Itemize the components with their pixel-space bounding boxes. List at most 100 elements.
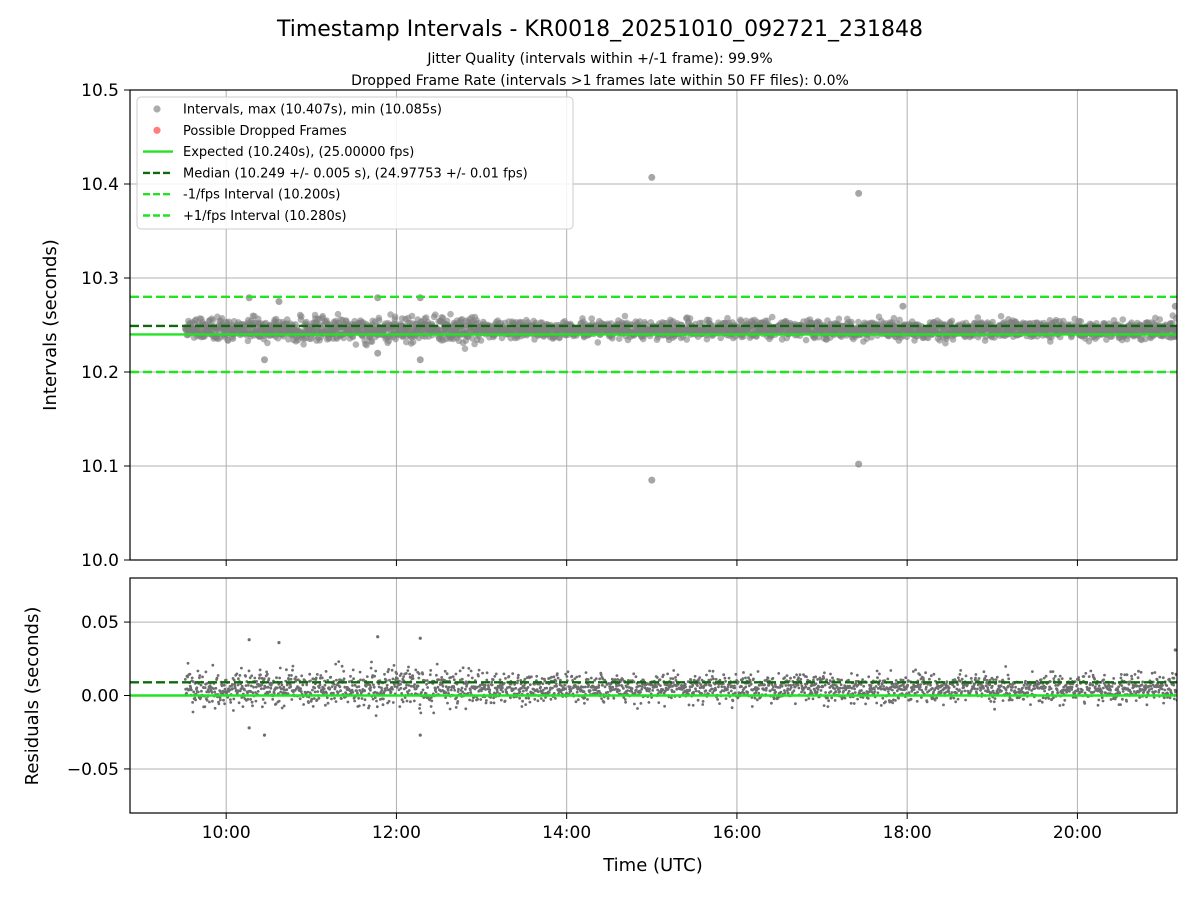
residual-point [780,684,784,688]
residual-point [672,669,676,672]
residual-point [330,697,333,701]
residual-point [574,700,578,704]
residual-point [326,701,330,705]
residual-point [469,691,473,694]
residual-point [853,687,856,691]
interval-outlier-point [899,302,907,310]
residual-point [742,671,745,674]
residual-point [929,683,932,687]
residual-point [187,688,191,692]
interval-point [949,336,957,343]
residual-point [275,686,279,690]
residual-point [638,684,642,688]
residual-point [213,706,217,710]
residual-point [405,699,409,703]
residual-point [399,672,403,676]
interval-point [352,341,360,348]
residual-point [717,685,720,689]
residual-point [954,700,958,704]
residual-point [238,689,242,693]
residual-point [911,670,915,673]
residual-point [606,697,610,700]
residual-point [891,682,895,686]
residual-point [757,691,761,695]
residual-point [833,687,837,691]
residual-point [1063,698,1067,702]
residual-point [536,690,540,694]
residual-point [929,674,933,678]
residual-point [986,686,990,689]
residual-point [374,714,378,717]
residual-point [853,691,857,694]
residual-point [1024,679,1027,683]
residual-point [657,701,661,704]
residual-point [406,669,410,672]
residual-point [380,689,384,692]
residual-point [956,683,959,686]
residual-point [393,682,396,686]
interval-point [209,317,217,324]
residual-point [196,690,200,694]
residual-point [566,670,570,674]
residual-point [634,688,638,692]
residual-point [709,684,713,687]
residual-point [1069,677,1072,680]
residual-point [814,682,818,686]
residual-point [985,681,988,684]
residual-point [204,670,208,674]
residual-point [859,683,863,686]
residual-point [959,669,963,672]
residual-point [973,687,977,691]
residual-point [183,678,187,681]
residual-point [662,691,666,695]
residual-point [710,675,714,678]
residual-point [1014,685,1017,689]
residual-point [827,682,831,686]
residual-point [346,700,350,704]
residual-point [718,678,722,682]
residual-point [481,671,484,675]
residual-point [688,688,692,692]
residual-point [248,676,252,680]
residual-point [533,697,537,701]
residual-point [392,664,396,667]
residual-point [724,697,728,700]
residual-point [833,699,837,702]
residual-point [890,685,893,689]
residual-point [825,678,829,682]
residual-point [560,684,563,687]
residual-point [452,678,456,682]
residual-point [935,696,938,700]
residual-point [636,707,639,710]
interval-point [683,336,690,343]
residual-point [812,678,815,682]
residual-point [791,691,794,695]
residual-point [860,689,863,692]
residual-point [215,676,219,680]
residual-point [807,697,811,700]
residual-point [329,675,333,679]
residual-point [1004,665,1008,668]
residual-point [232,709,235,712]
residual-point [912,688,916,691]
residual-point [992,700,996,704]
residual-point [386,670,390,674]
residual-point [539,697,543,700]
residual-point [387,699,391,703]
residual-point [531,691,535,695]
residual-point [413,683,416,686]
residual-point [822,676,826,680]
residual-point [1055,688,1059,692]
residual-point [615,684,618,688]
residual-point [752,677,755,681]
residual-point [521,699,524,703]
residual-point [294,675,298,679]
residual-point [524,696,528,700]
residual-point [196,669,200,673]
residual-point [247,669,251,673]
residual-point [337,660,341,663]
residual-point [502,681,506,685]
residual-point [429,705,433,708]
residual-point [302,703,305,706]
residual-point [259,673,262,677]
